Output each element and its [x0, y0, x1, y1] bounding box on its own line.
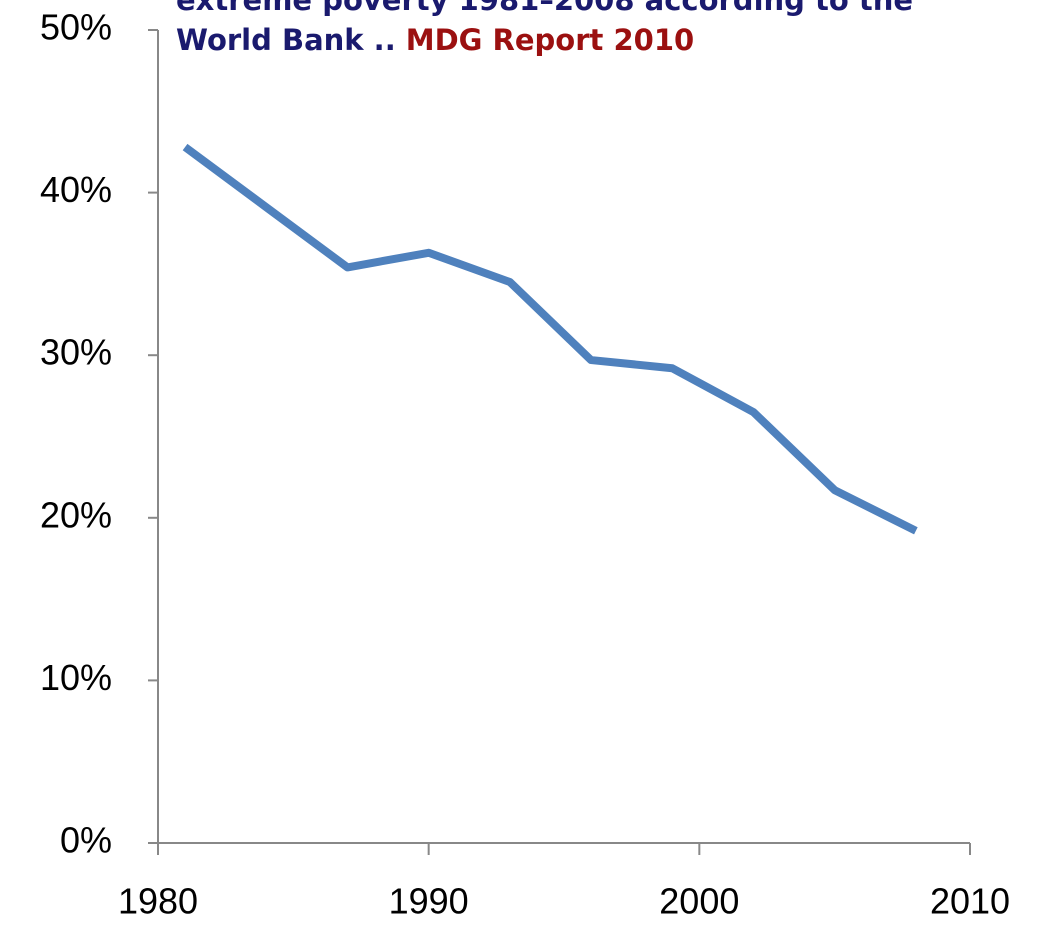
chart-title: extreme poverty 1981–2008 according to t…	[176, 0, 913, 17]
y-tick-label: 20%	[40, 494, 112, 535]
y-tick-label: 30%	[40, 332, 112, 373]
x-tick-label: 1980	[118, 881, 198, 922]
series-line	[182, 143, 918, 535]
y-tick-label: 10%	[40, 657, 112, 698]
y-tick-label: 0%	[60, 820, 112, 861]
chart-title: World Bank .. MDG Report 2010	[176, 23, 694, 57]
x-tick-label: 2010	[930, 881, 1010, 922]
x-tick-label: 2000	[659, 881, 739, 922]
y-tick-label: 50%	[40, 7, 112, 48]
chart-title-source: MDG Report 2010	[406, 23, 695, 57]
x-tick-label: 1990	[389, 881, 469, 922]
y-tick-label: 40%	[40, 169, 112, 210]
chart-title: World Bank ..	[176, 23, 396, 57]
